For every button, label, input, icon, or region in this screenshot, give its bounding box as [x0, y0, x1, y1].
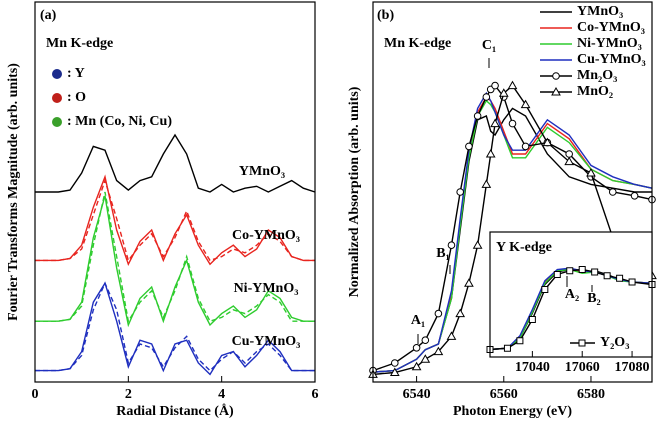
panel-label: (a): [40, 8, 57, 23]
panel-title: Mn K-edge: [384, 36, 451, 51]
marker: [554, 272, 560, 278]
marker: [422, 337, 429, 344]
marker: [504, 345, 510, 351]
marker: [457, 189, 464, 196]
x-tick-label: 6540: [403, 387, 431, 402]
legend-label: Co-YMnO₃: [577, 20, 645, 35]
marker: [579, 267, 585, 273]
marker: [435, 310, 442, 317]
marker: [391, 360, 398, 367]
plot-frame: [35, 2, 315, 382]
marker: [483, 94, 490, 101]
series-label: Ni-YMnO₃: [234, 281, 299, 296]
series-label: YMnO₃: [239, 164, 285, 179]
y-axis-label: Fourier Transforms Magnitude (arb. units…: [6, 63, 21, 321]
annotation: A₁: [411, 313, 425, 328]
panel: 0 2 4 6 (a) Mn K-edge Radial Distance (Å) Fouri…: [6, 2, 318, 419]
atom-legend-label: : O: [67, 90, 86, 105]
marker: [492, 82, 499, 89]
series-label: Cu-YMnO₃: [232, 334, 301, 349]
marker: [517, 338, 523, 344]
x-tick-label: 17080: [615, 360, 650, 375]
marker: [629, 279, 635, 285]
marker: [509, 120, 516, 127]
inset-title: Y K-edge: [496, 240, 552, 255]
annotation: B₂: [587, 291, 601, 306]
marker: [567, 268, 573, 274]
figure: 0 2 4 6 (a) Mn K-edge Radial Distance (Å) Fouri…: [0, 0, 660, 426]
legend-label: Y₂O₃: [600, 335, 629, 350]
atom-legend-label: : Mn (Co, Ni, Cu): [67, 114, 172, 129]
panel-title: Mn K-edge: [46, 36, 113, 51]
legend-label: Mn₂O₃: [577, 68, 617, 83]
x-tick-label: 4: [218, 387, 225, 402]
atom-legend-dot: [52, 69, 62, 79]
x-tick-label: 0: [32, 387, 39, 402]
atom-legend-dot: [52, 93, 62, 103]
panel-label: (b): [377, 8, 394, 23]
x-tick-label: 17040: [515, 360, 550, 375]
x-tick-label: 6560: [490, 387, 518, 402]
y-axis-label: Normalized Absorption (arb. units): [347, 86, 362, 297]
marker: [579, 340, 585, 346]
marker: [617, 275, 623, 281]
marker: [529, 317, 535, 323]
x-tick-label: 17060: [565, 360, 600, 375]
marker: [474, 113, 481, 120]
annotation: C₁: [482, 38, 496, 53]
legend-label: MnO₂: [577, 84, 613, 99]
marker: [522, 143, 529, 150]
marker: [566, 151, 573, 158]
x-tick-label: 2: [125, 387, 132, 402]
atom-legend-label: : Y: [67, 66, 85, 81]
panel: 17040 17060 17080 Y K-edge A₂ B₂ Y₂O₃: [487, 232, 655, 375]
atom-legend-dot: [52, 117, 62, 127]
marker: [413, 345, 420, 352]
annotation: B₁: [436, 246, 450, 261]
marker: [631, 193, 638, 200]
x-axis-label: Photon Energy (eV): [453, 404, 572, 419]
x-tick-label: 6580: [577, 387, 605, 402]
annotation: A₂: [565, 287, 579, 302]
marker: [466, 143, 473, 150]
x-tick-label: 6: [312, 387, 319, 402]
legend-label: Cu-YMnO₃: [577, 52, 646, 67]
series-label: Co-YMnO₃: [232, 228, 300, 243]
legend-label: YMnO₃: [577, 4, 623, 19]
marker: [604, 273, 610, 279]
x-axis-label: Radial Distance (Å): [116, 403, 234, 419]
marker: [553, 73, 560, 80]
marker: [592, 269, 598, 275]
marker: [542, 287, 548, 293]
marker: [609, 189, 616, 196]
legend-label: Ni-YMnO₃: [577, 36, 642, 51]
